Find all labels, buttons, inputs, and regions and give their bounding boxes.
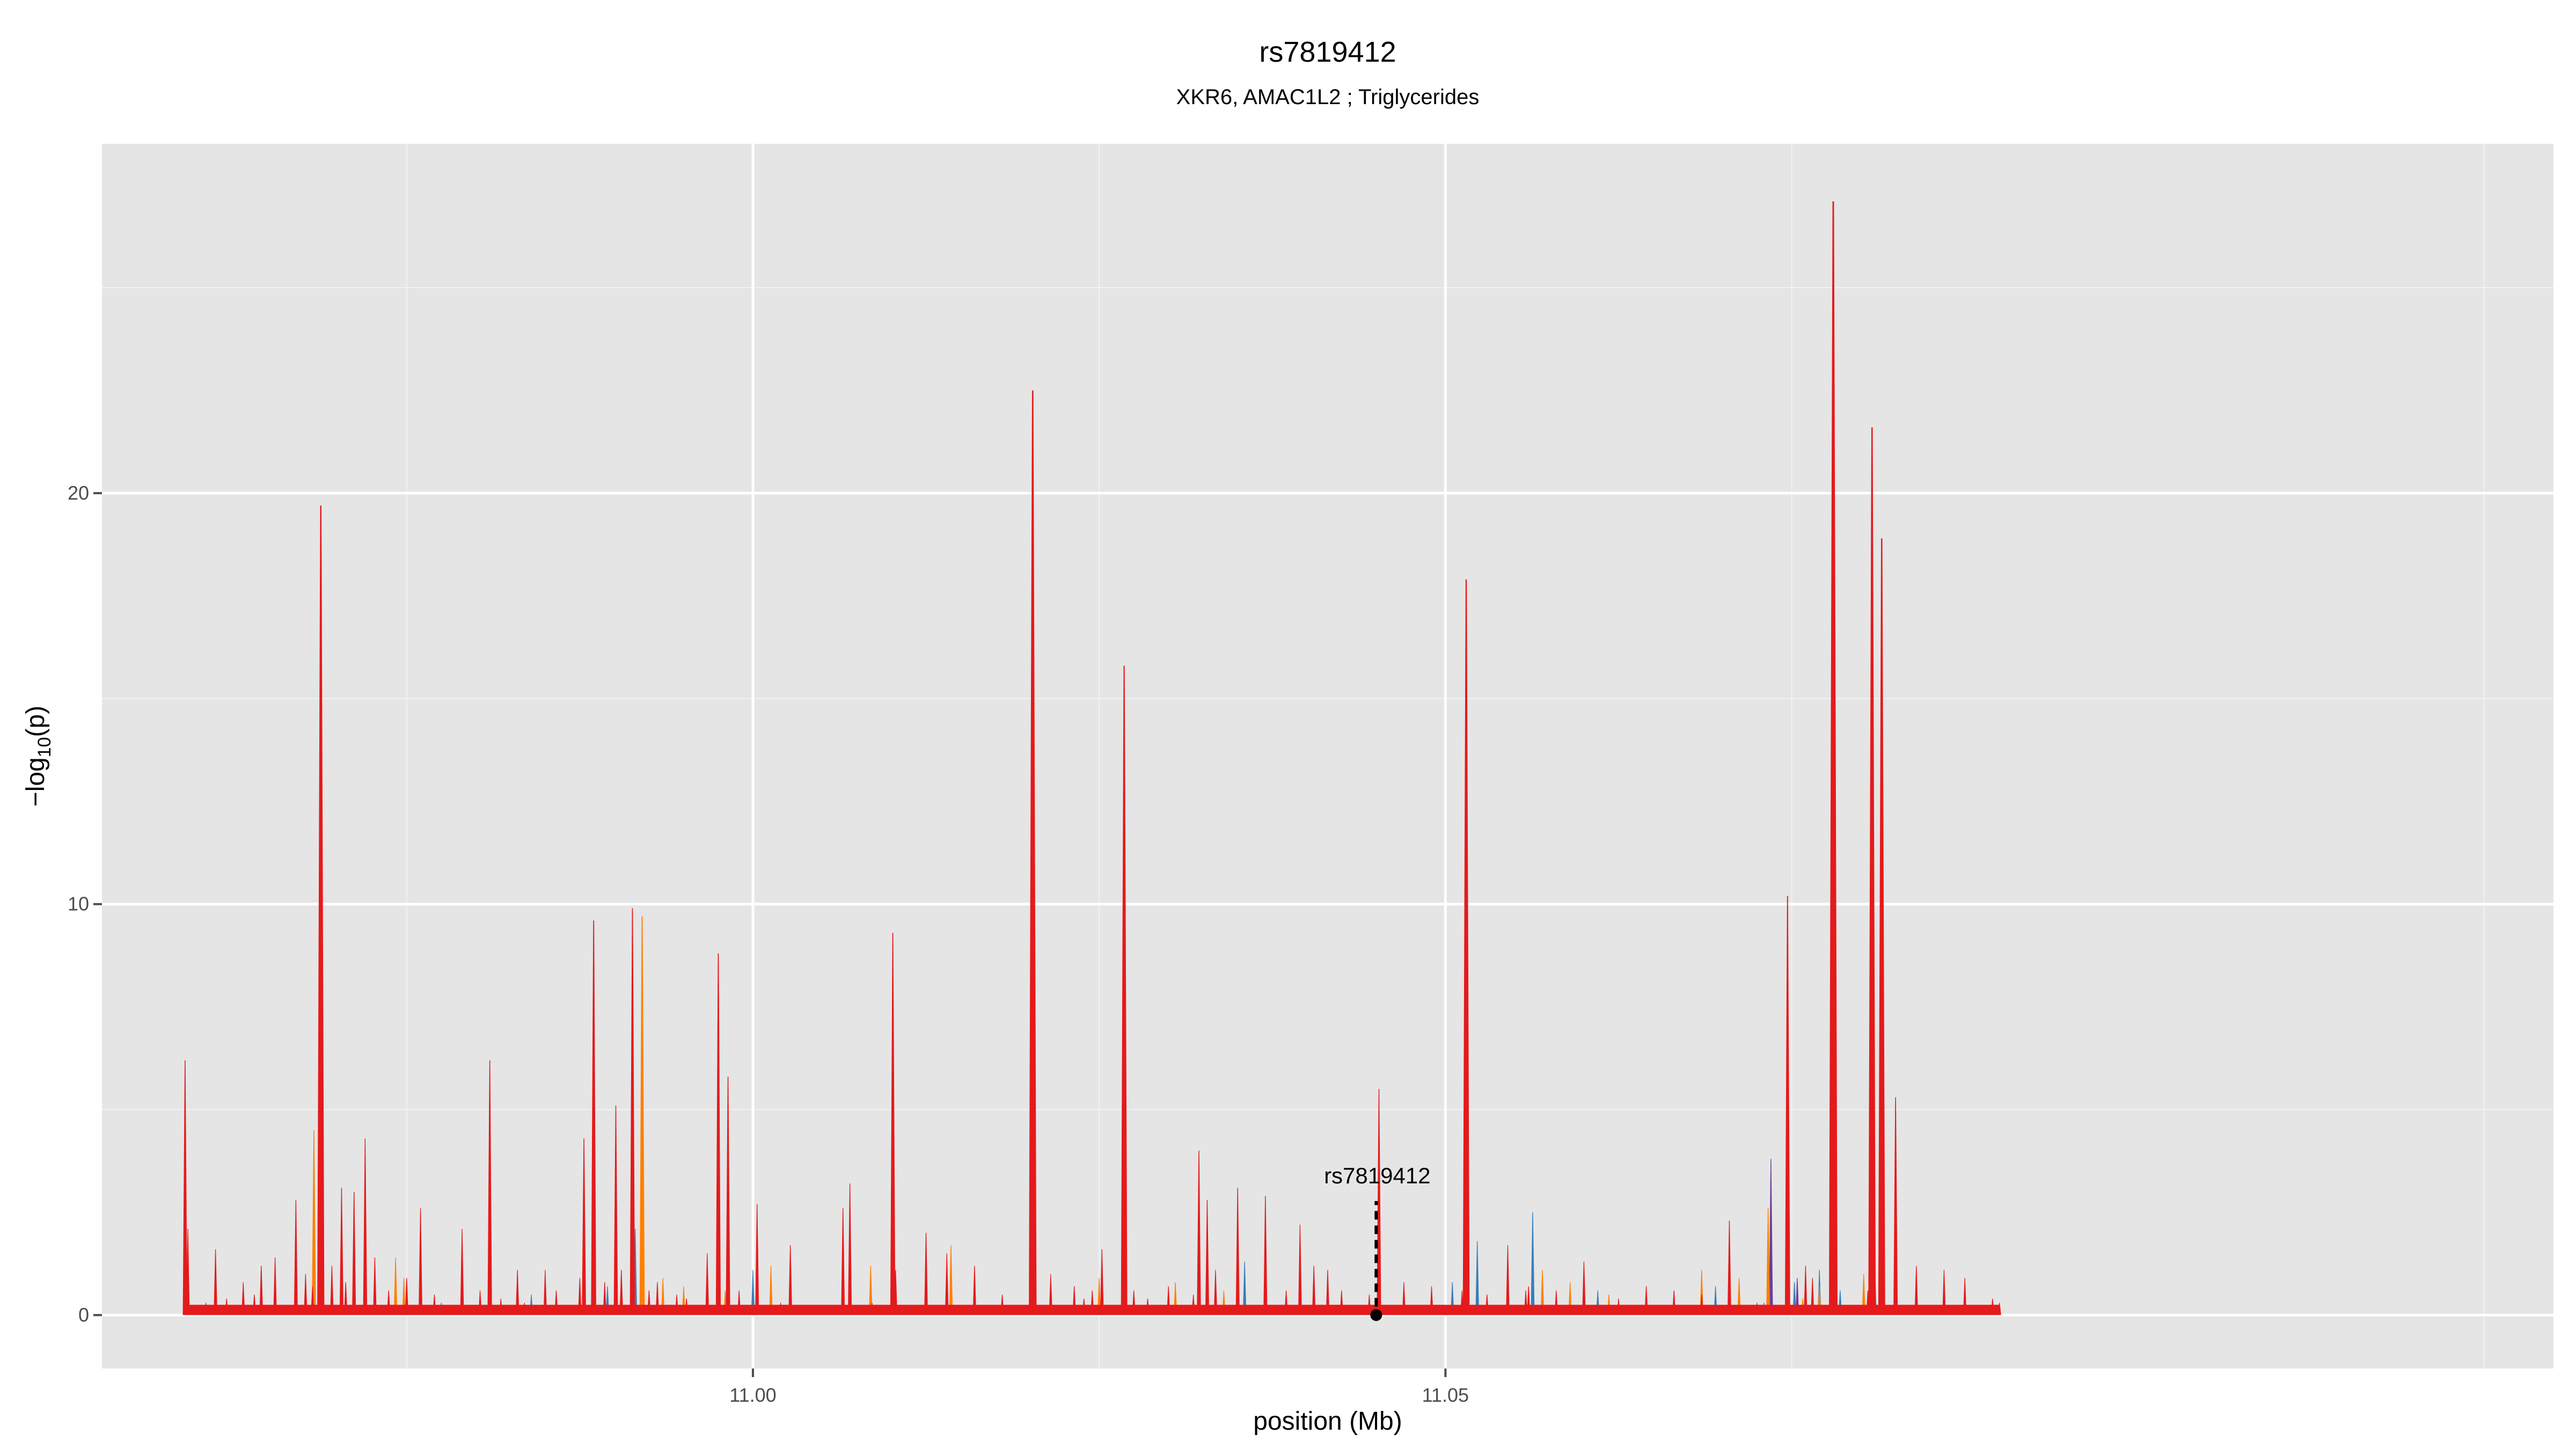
- red-peak: [352, 1191, 356, 1315]
- chart-subtitle: XKR6, AMAC1L2 ; Triglycerides: [1176, 85, 1480, 109]
- red-peak: [894, 1270, 898, 1315]
- purple-peak: [1769, 1159, 1773, 1315]
- data-layer: [182, 201, 2001, 1315]
- red-peak: [1326, 1270, 1330, 1315]
- y-axis-title: −log10(p): [21, 706, 55, 807]
- red-peak: [619, 1270, 624, 1315]
- red-peak: [1727, 1220, 1731, 1315]
- red-peak: [1914, 1265, 1919, 1315]
- annotation-label: rs7819412: [1324, 1163, 1431, 1188]
- red-peak: [755, 1204, 759, 1315]
- chart-title: rs7819412: [1259, 36, 1396, 68]
- orange-peak: [1540, 1270, 1545, 1315]
- red-peak: [294, 1200, 298, 1315]
- red-peak: [182, 1060, 188, 1315]
- red-peak: [1868, 427, 1876, 1315]
- red-peak: [1942, 1270, 1946, 1315]
- red-peak: [339, 1188, 344, 1315]
- red-peak: [1893, 1097, 1898, 1315]
- y-tick-label: 10: [68, 893, 89, 915]
- red-peak: [613, 1105, 618, 1315]
- red-peak: [460, 1228, 464, 1315]
- red-peak: [1049, 1274, 1053, 1315]
- plot-panel: [102, 144, 2553, 1368]
- y-axis-ticks: 0 10 20: [68, 482, 102, 1326]
- red-peak: [330, 1265, 334, 1315]
- red-peak: [705, 1253, 709, 1315]
- red-peak: [890, 933, 896, 1315]
- orange-peak: [1862, 1274, 1865, 1315]
- red-peak: [841, 1208, 845, 1315]
- red-peak: [945, 1253, 949, 1315]
- y-tick-label: 20: [68, 482, 89, 504]
- red-peak: [1312, 1265, 1316, 1315]
- red-peak: [304, 1274, 308, 1315]
- x-axis-title: position (Mb): [1253, 1407, 1402, 1436]
- red-peak: [1462, 579, 1470, 1315]
- red-peak: [1506, 1245, 1510, 1315]
- red-peak: [924, 1233, 928, 1315]
- x-tick-label: 11.05: [1422, 1384, 1469, 1406]
- red-peak: [273, 1257, 277, 1315]
- red-peak: [317, 505, 325, 1315]
- red-peak: [1121, 665, 1128, 1315]
- red-peak: [591, 920, 596, 1315]
- red-peak: [186, 1228, 190, 1315]
- orange-peak: [639, 916, 645, 1315]
- y-axis-paren: (p): [21, 706, 50, 737]
- red-peak: [1213, 1270, 1218, 1315]
- red-peak: [848, 1183, 852, 1315]
- y-axis-subscript: 10: [34, 737, 55, 757]
- red-baseline: [185, 1305, 2000, 1315]
- annotation-layer: rs7819412: [1324, 1163, 1431, 1321]
- orange-peak: [769, 1265, 773, 1315]
- orange-peak: [869, 1265, 873, 1315]
- orange-peak: [1766, 1208, 1770, 1315]
- red-peak: [1263, 1196, 1268, 1315]
- blue-peak: [1242, 1261, 1247, 1315]
- red-peak: [1784, 896, 1790, 1315]
- red-peak: [582, 1138, 586, 1315]
- orange-peak: [393, 1257, 398, 1315]
- red-peak: [1205, 1200, 1210, 1315]
- red-peak: [1029, 390, 1037, 1315]
- minor-gridlines: [102, 144, 2553, 1368]
- red-peak: [1878, 538, 1885, 1315]
- red-peak: [1100, 1249, 1104, 1315]
- red-peak: [1829, 201, 1838, 1315]
- orange-peak: [312, 1130, 316, 1315]
- x-axis-ticks: 11.00 11.05: [729, 1368, 1469, 1406]
- blue-peak: [1531, 1212, 1535, 1315]
- red-peak: [1235, 1188, 1240, 1315]
- orange-peak: [949, 1245, 953, 1315]
- red-peak: [630, 908, 635, 1315]
- red-peak: [259, 1265, 264, 1315]
- red-peak: [1298, 1225, 1302, 1315]
- red-peak: [487, 1060, 492, 1315]
- red-peak: [1377, 1089, 1381, 1315]
- red-peak: [373, 1257, 377, 1315]
- red-peak: [726, 1077, 730, 1315]
- red-peak: [1582, 1261, 1586, 1315]
- red-peak: [419, 1208, 423, 1315]
- blue-peak: [751, 1270, 755, 1315]
- red-peak: [972, 1265, 977, 1315]
- red-peak: [543, 1270, 547, 1315]
- y-tick-label: 0: [78, 1304, 89, 1326]
- red-peak: [1804, 1265, 1807, 1315]
- red-peak: [363, 1138, 368, 1315]
- red-peak: [515, 1270, 519, 1315]
- x-tick-label: 11.00: [729, 1384, 776, 1406]
- annotation-point: [1370, 1309, 1382, 1321]
- red-peak: [788, 1245, 793, 1315]
- red-peak: [1197, 1151, 1201, 1315]
- red-peak: [715, 953, 721, 1315]
- red-peak: [214, 1249, 217, 1315]
- blue-peak: [1475, 1241, 1480, 1315]
